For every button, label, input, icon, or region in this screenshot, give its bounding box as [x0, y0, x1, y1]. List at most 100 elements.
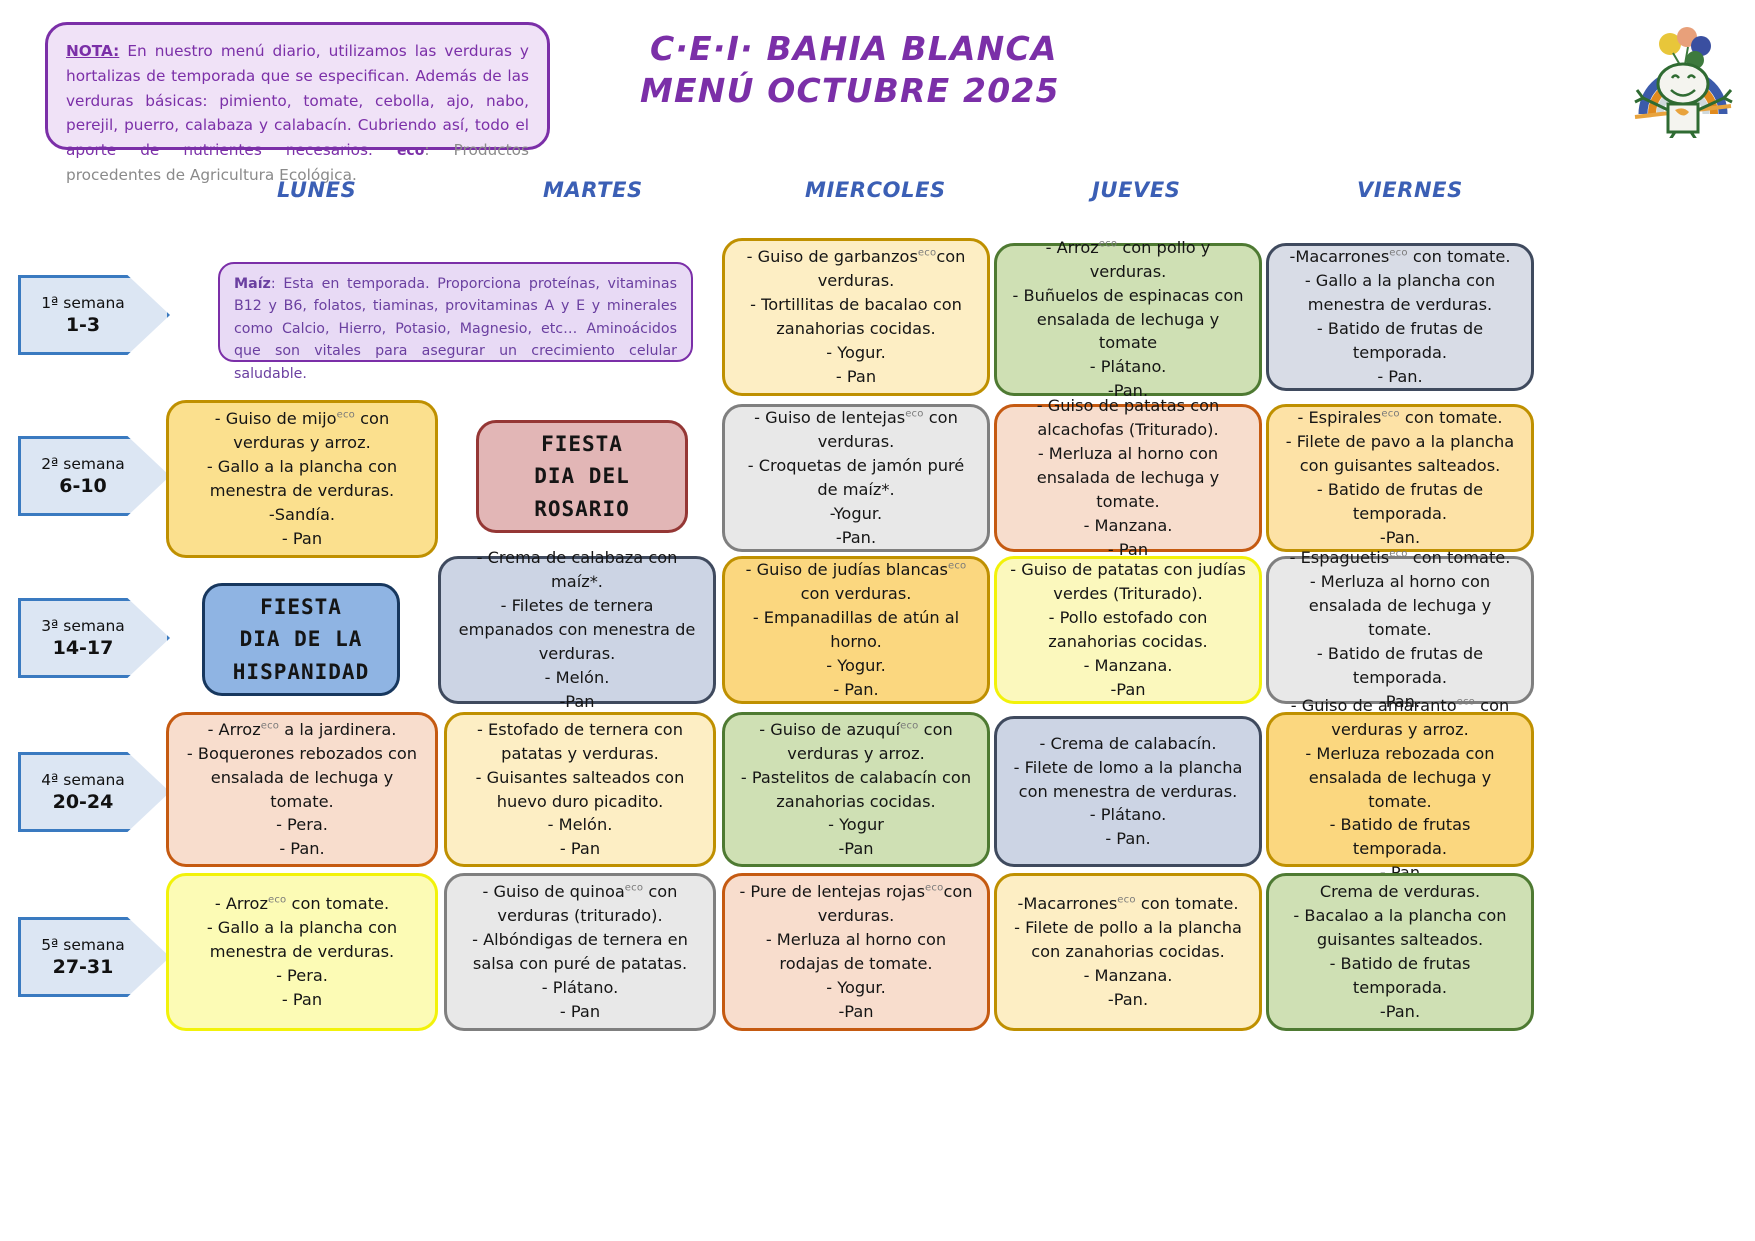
menu-line: - Pan — [835, 366, 877, 386]
eco-marker: eco — [900, 720, 919, 732]
menu-line: - Arrozeco con pollo y verduras. — [1045, 237, 1211, 281]
eco-marker: eco — [624, 882, 644, 894]
menu-cell-w3-jueves[interactable]: - Guiso de patatas con judías verdes (Tr… — [994, 556, 1262, 704]
menu-line: -Pan. — [1379, 1001, 1421, 1021]
menu-line: - Plátano. — [541, 977, 619, 997]
menu-line: - Batido de frutas temporada. — [1329, 954, 1471, 997]
menu-line: - Pan. — [279, 839, 325, 859]
menu-line: - Merluza rebozada con ensalada de lechu… — [1305, 743, 1495, 811]
menu-line: - Bacalao a la plancha con guisantes sal… — [1293, 906, 1507, 950]
menu-cell-w2-jueves[interactable]: - Guiso de patatas con alcachofas (Tritu… — [994, 396, 1262, 559]
menu-cell-w1-viernes[interactable]: -Macarroneseco con tomate. - Gallo a la p… — [1266, 243, 1534, 391]
menu-line: -Pan. — [1107, 989, 1149, 1009]
menu-cell-w4-martes[interactable]: - Estofado de ternera con patatas y verd… — [444, 712, 716, 867]
menu-line: - Pan. — [1105, 829, 1151, 849]
maiz-text: Maíz: Esta en temporada. Proporciona pro… — [234, 273, 677, 385]
eco-marker: eco — [260, 720, 280, 732]
menu-cell-w1-jueves[interactable]: - Arrozeco con pollo y verduras. - Buñuel… — [994, 238, 1262, 400]
menu-cell-w4-jueves[interactable]: - Crema de calabacín. - Filete de lomo a … — [994, 716, 1262, 867]
eco-marker: eco — [1117, 894, 1136, 906]
menu-line: - Manzana. — [1083, 515, 1173, 535]
maiz-info-box: Maíz: Esta en temporada. Proporciona pro… — [218, 262, 693, 382]
menu-cell-w5-miercoles[interactable]: - Pure de lentejas rojasecocon verduras.… — [722, 873, 990, 1031]
day-header-miercoles: MIERCOLES — [805, 178, 946, 202]
note-eco-label: eco — [396, 143, 425, 160]
menu-line: - Empanadillas de atún al horno. — [752, 608, 960, 651]
week-2-label: 2ª semana — [41, 455, 125, 473]
menu-cell-w2-viernes[interactable]: - Espiraleseco con tomate. - Filete de pa… — [1266, 404, 1534, 552]
menu-line: - Batido de frutas de temporada. — [1316, 643, 1484, 687]
note-lead-label: NOTA: — [66, 42, 120, 60]
menu-line: DIA DE LA — [239, 627, 363, 652]
eco-marker: eco — [905, 408, 924, 420]
menu-line: - Yogur. — [826, 655, 886, 675]
week-arrow-2: 2ª semana 6-10 — [18, 436, 170, 516]
menu-cell-w4-viernes[interactable]: - Guiso de amarantoeco con verduras y ar… — [1266, 696, 1534, 882]
menu-cell-w1-miercoles[interactable]: - Guiso de garbanzosecocon verduras. - To… — [722, 238, 990, 396]
menu-line: - Pollo estofado con zanahorias cocidas. — [1048, 608, 1208, 651]
menu-line: - Filete de lomo a la plancha con menest… — [1013, 757, 1243, 801]
menu-line: - Yogur. — [826, 977, 886, 997]
menu-line: - Gallo a la plancha con menestra de ver… — [206, 457, 398, 500]
menu-line: -Pan. — [1107, 381, 1149, 401]
menu-cell-w3-miercoles[interactable]: - Guiso de judías blancaseco con verdura… — [722, 556, 990, 704]
menu-cell-w2-lunes[interactable]: - Guiso de mijoeco con verduras y arroz.… — [166, 400, 438, 558]
week-3-label: 3ª semana — [41, 617, 125, 635]
menu-line: - Pan — [281, 989, 323, 1009]
menu-cell-w2-martes-fiesta[interactable]: FIESTA DIA DEL ROSARIO — [476, 420, 688, 533]
menu-line: - Guisantes salteados con huevo duro pic… — [475, 767, 685, 811]
menu-cell-w5-jueves[interactable]: -Macarroneseco con tomate. - Filete de po… — [994, 873, 1262, 1031]
menu-cell-w5-viernes[interactable]: Crema de verduras. - Bacalao a la plancha… — [1266, 873, 1534, 1031]
menu-cell-w3-martes[interactable]: - Crema de calabaza con maíz*. - Filetes … — [438, 548, 716, 711]
title-month: MENÚ OCTUBRE 2025 — [640, 71, 1060, 111]
menu-line: - Arrozeco a la jardinera. — [207, 719, 397, 739]
week-4-label: 4ª semana — [41, 771, 125, 789]
menu-cell-w4-lunes[interactable]: - Arrozeco a la jardinera. - Boquerones r… — [166, 712, 438, 867]
menu-line: Crema de verduras. — [1319, 882, 1481, 902]
menu-line: - Manzana. — [1083, 965, 1173, 985]
menu-cell-w5-martes[interactable]: - Guiso de quinoaeco con verduras (tritu… — [444, 873, 716, 1031]
menu-line: - Gallo a la plancha con menestra de ver… — [1304, 271, 1496, 315]
eco-marker: eco — [336, 409, 356, 421]
menu-line: -Yogur. — [829, 503, 883, 523]
week-2-dates: 6-10 — [59, 475, 107, 497]
menu-line: - Pure de lentejas rojasecocon verduras. — [739, 882, 973, 926]
menu-line: - Estofado de ternera con patatas y verd… — [477, 719, 683, 763]
eco-marker: eco — [1381, 408, 1400, 420]
menu-cell-w2-miercoles[interactable]: - Guiso de lentejaseco con verduras. - Cr… — [722, 404, 990, 552]
menu-line: - Albóndigas de ternera en salsa con pur… — [472, 930, 688, 973]
menu-line: -Macarroneseco con tomate. — [1017, 894, 1239, 914]
menu-cell-w5-lunes[interactable]: - Arrozeco con tomate. - Gallo a la planc… — [166, 873, 438, 1031]
week-arrow-4: 4ª semana 20-24 — [18, 752, 170, 832]
menu-line: - Melón. — [544, 667, 610, 687]
eco-marker: eco — [947, 560, 967, 572]
week-5-dates: 27-31 — [52, 956, 114, 978]
menu-line: - Espiraleseco con tomate. — [1297, 408, 1503, 428]
menu-line: - Manzana. — [1083, 655, 1173, 675]
menu-line: - Arrozeco con tomate. — [214, 894, 390, 914]
menu-cell-w3-viernes[interactable]: - Espaguetiseco con tomate. - Merluza al … — [1266, 548, 1534, 711]
menu-line: - Boquerones rebozados con ensalada de l… — [186, 743, 418, 811]
menu-line: -Pan — [838, 1001, 874, 1021]
eco-marker: eco — [917, 247, 937, 259]
menu-line: - Filetes de ternera empanados con menes… — [458, 596, 696, 663]
menu-cell-w3-lunes-fiesta[interactable]: FIESTA DIA DE LA HISPANIDAD — [202, 583, 400, 696]
menu-line: FIESTA — [260, 594, 342, 619]
menu-line: - Crema de calabacín. — [1039, 733, 1217, 753]
menu-line: - Buñuelos de espinacas con ensalada de … — [1012, 285, 1244, 353]
menu-cell-w4-miercoles[interactable]: - Guiso de azuquíeco con verduras y arro… — [722, 712, 990, 867]
week-arrow-3: 3ª semana 14-17 — [18, 598, 170, 678]
maiz-body: : Esta en temporada. Proporciona proteín… — [234, 276, 677, 382]
day-header-viernes: VIERNES — [1357, 178, 1463, 202]
menu-line: - Batido de frutas de temporada. — [1316, 319, 1484, 362]
menu-line: - Yogur. — [826, 342, 886, 362]
menu-line: -Pan — [1110, 679, 1146, 699]
week-1-dates: 1-3 — [65, 314, 101, 336]
menu-line: FIESTA — [541, 431, 623, 456]
week-4-dates: 20-24 — [52, 791, 114, 813]
menu-line: - Pan — [559, 839, 601, 859]
note-text: NOTA: En nuestro menú diario, utilizamos… — [66, 39, 529, 188]
menu-line: - Guiso de patatas con alcachofas (Tritu… — [1036, 396, 1220, 440]
eco-marker: eco — [1389, 247, 1408, 259]
